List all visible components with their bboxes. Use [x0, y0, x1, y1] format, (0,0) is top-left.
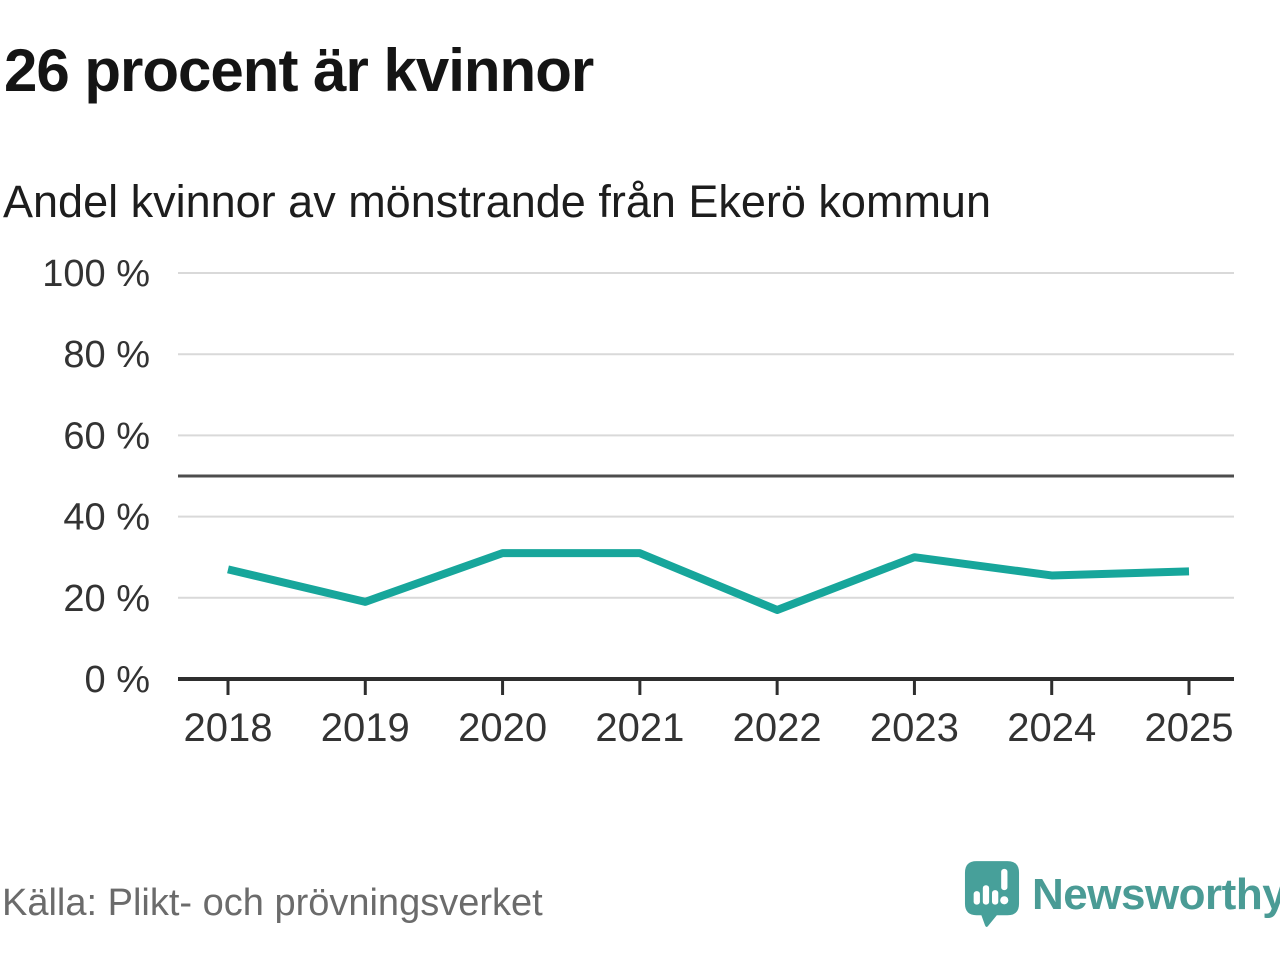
x-tick-label: 2025 — [1145, 706, 1234, 750]
x-tick-label: 2021 — [595, 706, 684, 750]
y-tick-label: 0 % — [85, 659, 150, 701]
x-tick-label: 2018 — [184, 706, 273, 750]
y-tick-label: 80 % — [63, 334, 150, 376]
y-tick-label: 20 % — [63, 578, 150, 620]
page-title: 26 procent är kvinnor — [4, 37, 594, 104]
data-line-andel-kvinnor — [227, 549, 1190, 614]
y-tick-label: 40 % — [63, 497, 150, 539]
chart-subtitle: Andel kvinnor av mönstrande från Ekerö k… — [3, 176, 991, 227]
source-caption: Källa: Plikt- och prövningsverket — [2, 882, 543, 924]
x-tick-label: 2023 — [870, 706, 959, 750]
y-tick-label: 100 % — [42, 253, 150, 295]
brand-wordmark: Newsworthy — [1032, 870, 1280, 919]
newsworthy-logo-icon — [964, 861, 1020, 927]
x-tick-label: 2020 — [458, 706, 547, 750]
x-tick-label: 2022 — [733, 706, 822, 750]
x-tick-label: 2019 — [321, 706, 410, 750]
line-chart: 2018 2019 2020 2021 2022 2023 2024 2025 0 % 20 % 4… — [42, 253, 1234, 750]
y-tick-label: 60 % — [63, 415, 150, 457]
brand-lockup: Newsworthy — [962, 858, 1280, 930]
x-tick-label: 2024 — [1007, 706, 1096, 750]
